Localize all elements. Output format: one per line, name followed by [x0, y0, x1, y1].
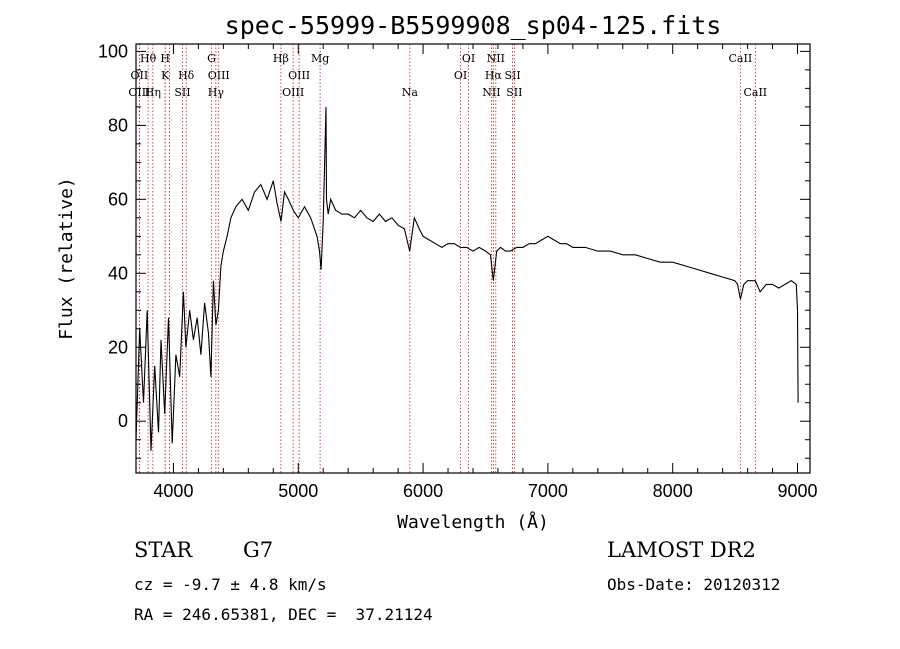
- line-marker-label: G: [207, 52, 216, 65]
- x-tick-label: 8000: [653, 481, 693, 501]
- line-marker-label: NII: [482, 86, 500, 99]
- line-marker-label: OIII: [288, 69, 310, 82]
- x-axis-label: Wavelength (Å): [397, 511, 549, 533]
- line-marker-label: Hθ: [140, 52, 157, 65]
- chart-title: spec-55999-B5599908_sp04-125.fits: [225, 11, 722, 40]
- x-tick-label: 9000: [777, 481, 817, 501]
- line-marker-label: OIII: [208, 69, 230, 82]
- line-marker-label: Na: [402, 86, 419, 99]
- object-subclass: G7: [243, 538, 274, 562]
- redshift-text: cz = -9.7 ± 4.8 km/s: [134, 575, 327, 594]
- y-tick-label: 20: [108, 337, 128, 357]
- plot-frame: [135, 43, 811, 474]
- x-tick-label: 5000: [278, 481, 318, 501]
- line-marker-label: OI: [462, 52, 475, 65]
- y-axis-label: Flux (relative): [56, 177, 77, 340]
- line-marker-label: Hβ: [273, 52, 289, 65]
- y-tick-label: 40: [108, 263, 128, 283]
- line-marker-label: Hα: [485, 69, 503, 82]
- y-tick-label: 80: [108, 115, 128, 135]
- line-markers: HθOIIOIIIHηHKSIIHδGHγOIIIHβOIIIOIIIMgNaO…: [128, 44, 767, 473]
- line-marker-label: OIII: [128, 86, 150, 99]
- line-marker-label: CaII: [729, 52, 753, 65]
- y-tick-label: 0: [118, 411, 128, 431]
- line-marker-label: OIII: [282, 86, 304, 99]
- object-class: STAR: [134, 538, 193, 562]
- survey-name: LAMOST DR2: [607, 538, 756, 562]
- line-marker-label: SII: [504, 69, 520, 82]
- line-marker-label: K: [161, 69, 170, 82]
- line-marker-label: Hδ: [178, 69, 195, 82]
- x-tick-label: 4000: [153, 481, 193, 501]
- coordinates: RA = 246.65381, DEC = 37.21124: [134, 605, 433, 624]
- x-tick-label: 6000: [403, 481, 443, 501]
- y-tick-label: 60: [108, 189, 128, 209]
- spectrum-line: [135, 106, 799, 451]
- x-tick-label: 7000: [528, 481, 568, 501]
- axis-ticks: [136, 44, 810, 473]
- obs-date: Obs-Date: 20120312: [607, 575, 781, 594]
- line-marker-label: Mg: [311, 52, 329, 65]
- line-marker-label: Hη: [145, 86, 161, 99]
- line-marker-label: CaII: [743, 86, 767, 99]
- line-marker-label: SII: [506, 86, 522, 99]
- line-marker-label: Hγ: [208, 86, 225, 99]
- line-marker-label: OI: [454, 69, 467, 82]
- line-marker-label: NII: [487, 52, 505, 65]
- y-tick-label: 100: [98, 41, 128, 61]
- tick-labels: 4000 5000 6000 7000 8000 9000 0 20 40 60 80 100: [98, 41, 818, 501]
- line-marker-label: SII: [174, 86, 190, 99]
